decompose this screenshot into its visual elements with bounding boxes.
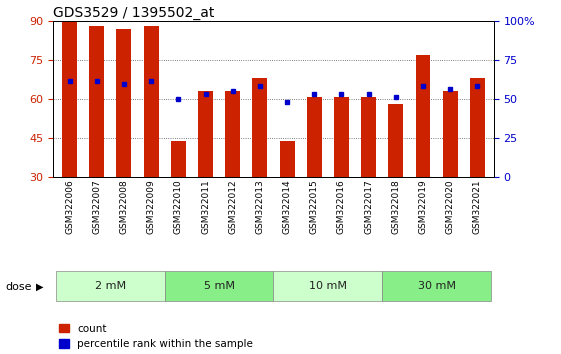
Text: 2 mM: 2 mM <box>95 281 126 291</box>
Bar <box>62 21 77 177</box>
Bar <box>279 141 295 177</box>
Bar <box>171 141 186 177</box>
Text: GSM322007: GSM322007 <box>93 180 102 234</box>
Bar <box>470 78 485 177</box>
Bar <box>443 91 458 177</box>
Text: GSM322009: GSM322009 <box>146 180 155 234</box>
Bar <box>388 104 403 177</box>
Bar <box>382 271 491 301</box>
Text: GSM322006: GSM322006 <box>65 180 74 234</box>
Bar <box>144 27 159 177</box>
Text: GSM322013: GSM322013 <box>255 180 264 234</box>
Text: GSM322016: GSM322016 <box>337 180 346 234</box>
Bar <box>56 271 165 301</box>
Bar <box>117 29 131 177</box>
Bar <box>165 271 274 301</box>
Bar <box>361 97 376 177</box>
Bar <box>225 91 240 177</box>
Bar <box>89 27 104 177</box>
Text: 30 mM: 30 mM <box>417 281 456 291</box>
Text: GSM322010: GSM322010 <box>174 180 183 234</box>
Text: 10 mM: 10 mM <box>309 281 347 291</box>
Text: GSM322011: GSM322011 <box>201 180 210 234</box>
Text: GSM322017: GSM322017 <box>364 180 373 234</box>
Bar <box>334 97 349 177</box>
Bar <box>274 271 382 301</box>
Legend: count, percentile rank within the sample: count, percentile rank within the sample <box>58 324 253 349</box>
Text: GSM322020: GSM322020 <box>445 180 454 234</box>
Text: GSM322019: GSM322019 <box>419 180 427 234</box>
Bar <box>252 78 268 177</box>
Text: dose: dose <box>6 282 32 292</box>
Bar <box>416 55 430 177</box>
Text: GSM322008: GSM322008 <box>119 180 128 234</box>
Text: GSM322021: GSM322021 <box>473 180 482 234</box>
Text: GSM322012: GSM322012 <box>228 180 237 234</box>
Text: GSM322015: GSM322015 <box>310 180 319 234</box>
Text: GDS3529 / 1395502_at: GDS3529 / 1395502_at <box>53 6 215 20</box>
Bar <box>307 97 322 177</box>
Text: GSM322014: GSM322014 <box>283 180 292 234</box>
Text: ▶: ▶ <box>36 282 44 292</box>
Bar <box>198 91 213 177</box>
Text: 5 mM: 5 mM <box>204 281 234 291</box>
Text: GSM322018: GSM322018 <box>392 180 401 234</box>
